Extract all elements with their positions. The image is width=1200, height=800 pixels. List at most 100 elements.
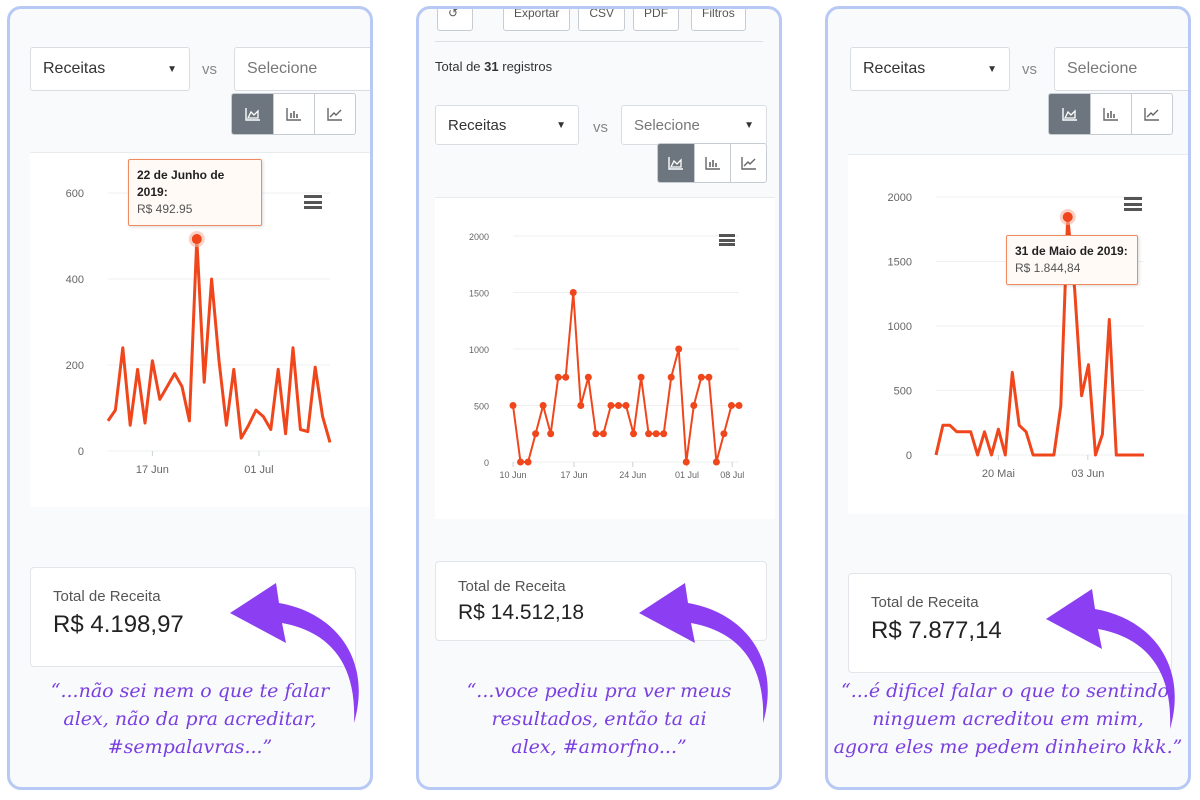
data-point[interactable] — [697, 373, 705, 381]
data-point[interactable] — [622, 402, 630, 409]
data-point[interactable] — [539, 402, 547, 409]
data-point[interactable] — [727, 402, 735, 409]
x-tick-label: 24 Jun — [619, 470, 646, 480]
x-tick-label: 03 Jun — [1071, 468, 1104, 480]
line-chart-button[interactable] — [730, 144, 766, 182]
data-point[interactable] — [735, 402, 743, 409]
testimonial-quote: “...é dificel falar o que to sentindo, n… — [828, 677, 1188, 761]
data-point[interactable] — [705, 373, 713, 381]
data-point[interactable] — [554, 373, 562, 381]
revenue-select[interactable]: Receitas ▼ — [30, 47, 190, 91]
pdf-label: PDF — [644, 6, 669, 20]
total-revenue-label: Total de Receita — [871, 594, 979, 611]
revenue-select-label: Receitas — [448, 116, 507, 134]
csv-label: CSV — [589, 6, 615, 20]
phone-panel-2: ↺ Exportar CSV PDF Filtros Total de 31 r… — [416, 6, 782, 790]
data-point[interactable] — [599, 430, 607, 438]
compare-select[interactable]: Selecione — [1054, 47, 1188, 91]
data-point[interactable] — [614, 402, 622, 409]
chart-tooltip: 22 de Junho de 2019: R$ 492.95 — [128, 159, 262, 226]
area-chart-button[interactable] — [1049, 94, 1090, 134]
filters-button[interactable]: Filtros — [691, 9, 746, 31]
caret-down-icon: ▼ — [744, 119, 754, 131]
data-point[interactable] — [532, 430, 540, 438]
data-point[interactable] — [712, 458, 720, 466]
bar-chart-button[interactable] — [1090, 94, 1131, 134]
compare-select[interactable]: Selecione ▼ — [621, 105, 767, 145]
pdf-button[interactable]: PDF — [633, 6, 680, 31]
data-point[interactable] — [675, 345, 683, 353]
revenue-select[interactable]: Receitas ▼ — [435, 105, 579, 145]
data-point[interactable] — [607, 402, 615, 409]
x-tick-label: 01 Jul — [244, 464, 273, 476]
chart-type-buttons — [657, 143, 767, 183]
hamburger-menu-icon[interactable] — [304, 195, 322, 209]
curved-arrow-icon — [1046, 589, 1175, 729]
total-revenue-label: Total de Receita — [53, 588, 161, 605]
caret-down-icon: ▼ — [556, 119, 566, 131]
data-point[interactable] — [667, 373, 675, 381]
y-tick-label: 2000 — [469, 232, 489, 242]
quote-line-3: #sempalavras...” — [107, 736, 273, 758]
data-point[interactable] — [690, 402, 698, 409]
bar-chart-button[interactable] — [273, 94, 314, 134]
bar-chart-icon — [704, 157, 720, 170]
x-tick-label: 17 Jun — [561, 470, 588, 480]
line-chart-icon — [1144, 108, 1159, 121]
y-tick-label: 400 — [66, 274, 84, 286]
revenue-select[interactable]: Receitas ▼ — [850, 47, 1010, 91]
data-point[interactable] — [645, 430, 653, 438]
data-point[interactable] — [720, 430, 728, 438]
line-chart-button[interactable] — [1131, 94, 1172, 134]
area-chart-icon — [1061, 108, 1077, 121]
curved-arrow-icon — [639, 583, 768, 723]
curved-arrow-icon — [230, 583, 359, 723]
area-chart-button[interactable] — [658, 144, 694, 182]
highlighted-data-point[interactable] — [1062, 212, 1073, 223]
testimonial-quote: “...voce pediu pra ver meus resultados, … — [419, 677, 779, 761]
bar-chart-icon — [286, 108, 301, 121]
data-point[interactable] — [577, 402, 585, 409]
data-point[interactable] — [630, 430, 638, 438]
highlighted-data-point[interactable] — [191, 234, 202, 245]
csv-button[interactable]: CSV — [578, 6, 626, 31]
bar-chart-button[interactable] — [694, 144, 730, 182]
data-point[interactable] — [562, 373, 570, 381]
area-chart-icon — [668, 157, 683, 170]
y-tick-label: 1000 — [469, 345, 489, 355]
tooltip-date: 31 de Maio de 2019: — [1015, 244, 1128, 258]
data-point[interactable] — [584, 373, 592, 381]
quote-line-2: ninguem acreditou em mim, — [872, 708, 1144, 730]
data-point[interactable] — [547, 430, 555, 438]
area-chart-button[interactable] — [232, 94, 273, 134]
data-point[interactable] — [524, 458, 532, 466]
bar-chart-icon — [1103, 108, 1118, 121]
line-chart-button[interactable] — [314, 94, 355, 134]
data-point[interactable] — [592, 430, 600, 438]
export-button[interactable]: Exportar — [503, 9, 571, 31]
revenue-chart: 0 500 1000 1500 2000 10 Jun 17 Jun 24 Jun 01 Jul… — [435, 197, 775, 519]
y-tick-label: 500 — [894, 386, 912, 398]
vs-label: vs — [1022, 61, 1037, 78]
data-point[interactable] — [509, 402, 517, 409]
data-point[interactable] — [660, 430, 668, 438]
quote-line-2: resultados, então ta ai — [491, 708, 707, 730]
revenue-select-label: Receitas — [43, 60, 106, 77]
hamburger-menu-icon[interactable] — [1124, 197, 1142, 211]
data-point[interactable] — [652, 430, 660, 438]
quote-line-1: “...é dificel falar o que to sentindo, — [840, 680, 1175, 702]
data-point[interactable] — [637, 373, 645, 381]
line-chart-svg: 0 500 1000 1500 2000 10 Jun 17 Jun 24 Jun 01 Jul… — [469, 232, 744, 480]
records-prefix: Total de — [435, 59, 485, 74]
hamburger-menu-icon[interactable] — [719, 234, 735, 246]
y-tick-label: 500 — [474, 402, 489, 412]
tooltip-value: R$ 1.844,84 — [1015, 261, 1081, 275]
total-revenue-value: R$ 7.877,14 — [871, 617, 1002, 644]
data-point[interactable] — [569, 289, 577, 296]
quote-line-1: “...não sei nem o que te falar — [50, 680, 330, 702]
back-button[interactable]: ↺ — [437, 9, 473, 31]
compare-select[interactable]: Selecione — [234, 47, 370, 91]
x-tick-label: 10 Jun — [499, 470, 526, 480]
data-point[interactable] — [682, 458, 690, 466]
data-point[interactable] — [517, 458, 525, 466]
